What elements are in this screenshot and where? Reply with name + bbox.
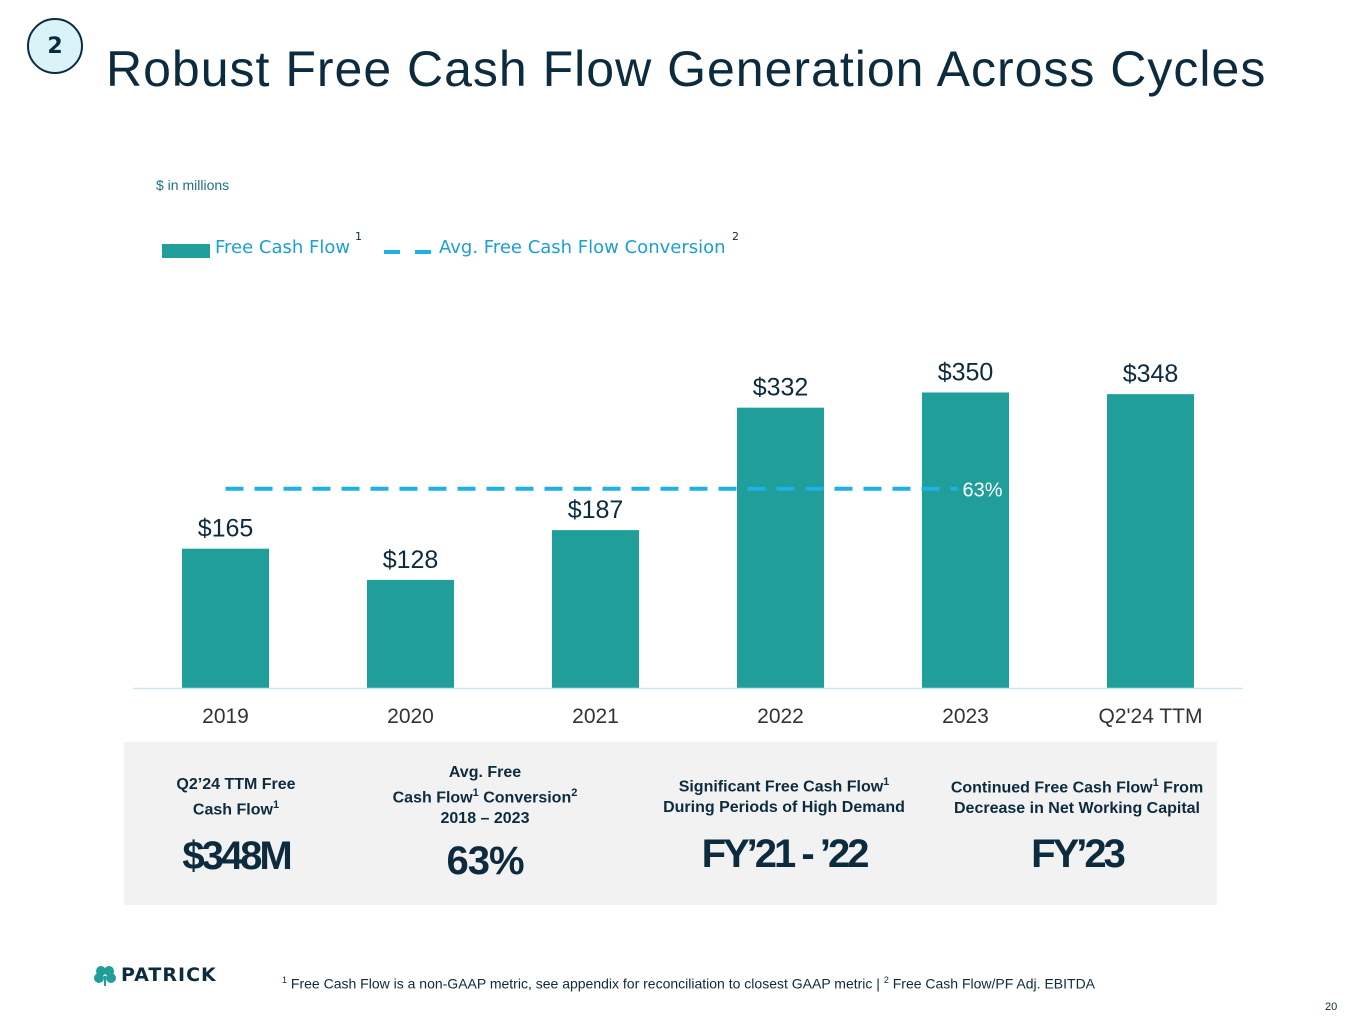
kpi-heading: Q2’24 TTM Free Cash Flow1 — [146, 774, 326, 820]
units-note: $ in millions — [156, 177, 230, 193]
kpi-heading-line: Decrease in Net Working Capital — [954, 800, 1200, 818]
legend-bar-swatch — [162, 244, 210, 258]
x-tick-label: 2021 — [572, 705, 619, 728]
data-label: $128 — [383, 546, 439, 574]
data-label: $350 — [938, 358, 994, 386]
bar-2022 — [737, 407, 824, 688]
legend-label-avg-conversion: Avg. Free Cash Flow Conversion — [439, 237, 726, 258]
kpi-heading-line: Q2’24 TTM Free — [176, 776, 296, 793]
x-tick-label: 2023 — [942, 705, 989, 728]
kpi-value: FY’21 - ’22 — [701, 832, 870, 877]
data-label: $332 — [753, 374, 809, 402]
kpi-value: 63% — [446, 839, 524, 884]
logo-wordmark: PATRICK — [121, 964, 217, 986]
clover-icon — [94, 966, 116, 986]
kpi-heading: Significant Free Cash Flow1 During Perio… — [644, 772, 924, 818]
kpi-working-capital: Continued Free Cash Flow1 From Decrease … — [932, 773, 1222, 876]
x-tick-label: 2022 — [757, 705, 804, 728]
patrick-logo: PATRICK — [93, 963, 217, 987]
legend-dash-2 — [415, 250, 431, 254]
legend-footnote-1: 1 — [355, 230, 362, 243]
kpi-high-demand: Significant Free Cash Flow1 During Perio… — [644, 772, 924, 876]
kpi-heading-line: Cash Flow1 — [192, 799, 280, 819]
kpi-heading-line: Continued Free Cash Flow1 From — [950, 777, 1204, 797]
kpi-heading: Avg. Free Cash Flow1 Conversion2 2018 – … — [376, 762, 594, 829]
kpi-value: FY’23 — [1031, 832, 1126, 877]
kpi-value: $348M — [182, 834, 292, 879]
kpi-heading-line: Cash Flow1 Conversion2 — [392, 787, 578, 807]
free-cash-flow-chart: $165 2019 $128 2020 $187 2021 $332 2022 $350 2023… — [133, 358, 1243, 728]
kpi-heading-line: During Periods of High Demand — [663, 799, 905, 817]
data-label: $348 — [1123, 360, 1179, 388]
legend-label-free-cash-flow: Free Cash Flow — [215, 237, 351, 258]
section-number: 2 — [47, 33, 63, 59]
legend-dash-1 — [384, 250, 400, 254]
kpi-ttm-fcf: Q2’24 TTM Free Cash Flow1 $348M — [146, 774, 326, 878]
bar-2019 — [182, 548, 269, 688]
bar-Q2'24 TTM — [1107, 394, 1194, 688]
section-number-badge: 2 — [27, 18, 83, 74]
bar-2023 — [922, 392, 1009, 688]
kpi-heading-line: Avg. Free — [448, 764, 522, 781]
x-tick-label: 2019 — [202, 705, 249, 728]
kpi-heading-line: 2018 – 2023 — [440, 810, 530, 828]
footnote: 1 Free Cash Flow is a non-GAAP metric, s… — [282, 975, 1096, 992]
kpi-avg-conversion: Avg. Free Cash Flow1 Conversion2 2018 – … — [376, 762, 594, 883]
kpi-heading-line: Significant Free Cash Flow1 — [678, 776, 890, 796]
data-label: $187 — [568, 496, 624, 524]
slide-title: Robust Free Cash Flow Generation Across … — [106, 41, 1267, 97]
x-tick-label: Q2'24 TTM — [1099, 705, 1203, 728]
kpi-panel: Q2’24 TTM Free Cash Flow1 $348M Avg. Fre… — [124, 742, 1217, 905]
bar-2021 — [552, 530, 639, 688]
kpi-heading: Continued Free Cash Flow1 From Decrease … — [932, 773, 1222, 819]
x-tick-label: 2020 — [387, 705, 434, 728]
bar-2020 — [367, 579, 454, 688]
legend-footnote-2: 2 — [732, 230, 739, 243]
avg-conversion-label: 63% — [963, 480, 1003, 502]
data-label: $165 — [198, 515, 254, 543]
page-number: 20 — [1325, 1001, 1338, 1013]
